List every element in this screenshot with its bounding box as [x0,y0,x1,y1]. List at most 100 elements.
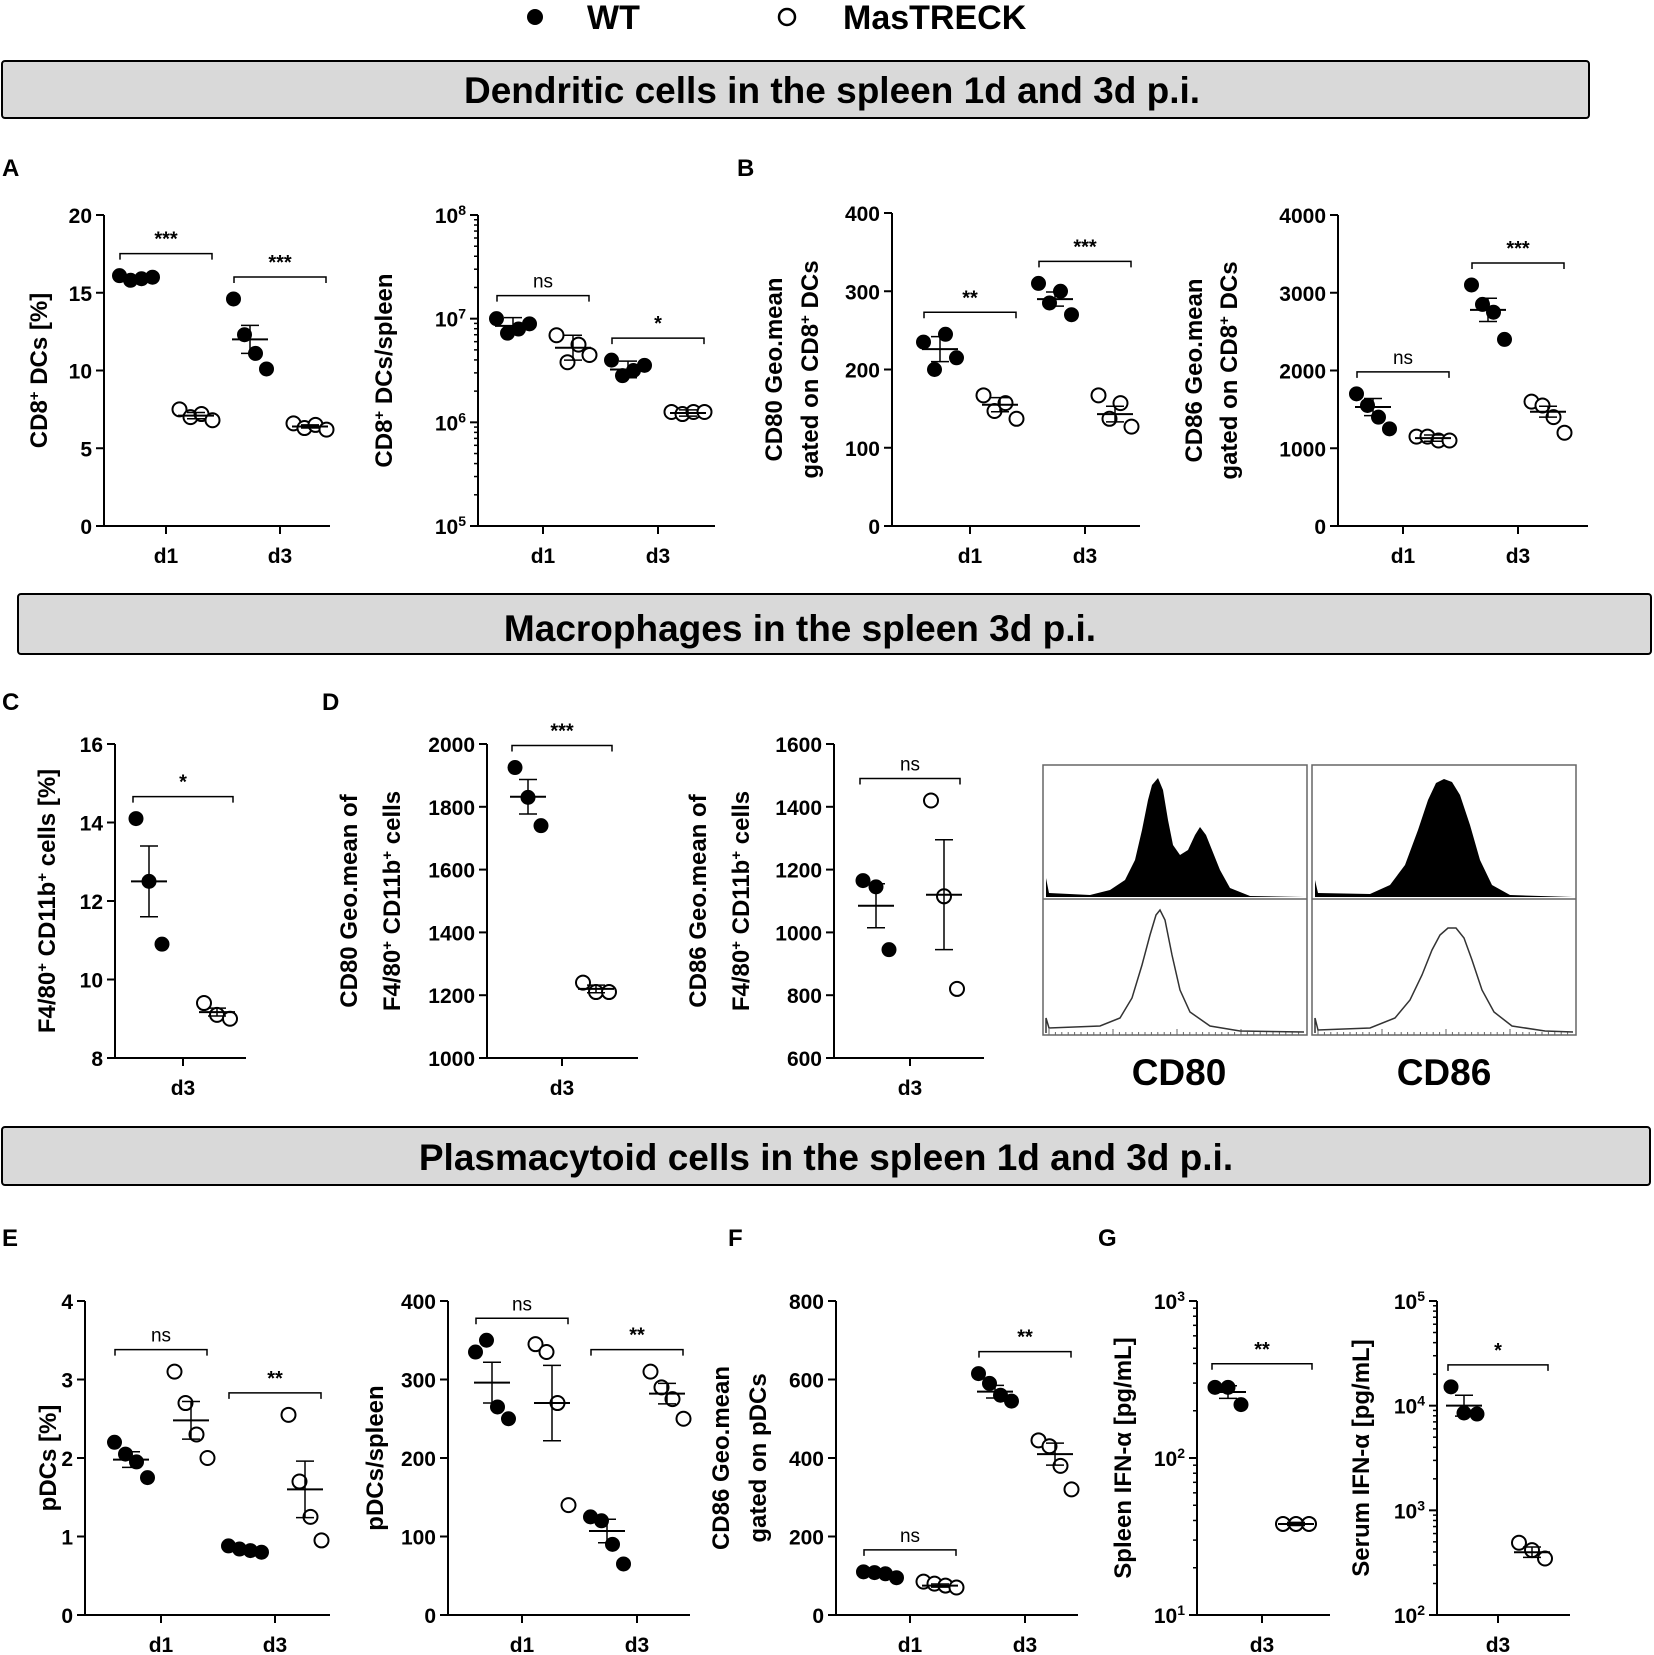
y-tick-label: 16 [80,734,103,757]
panel-letter-e: E [2,1225,18,1252]
histogram-cd86-mastreck-outline [1314,927,1574,1033]
data-point-wt [1349,386,1364,402]
data-point-mastreck [559,354,576,371]
y-tick-label: 8 [91,1048,103,1071]
y-axis-label-line2-part: cells [379,791,406,851]
data-point-wt [1469,1406,1485,1422]
y-tick-label: 103 [1154,1288,1185,1314]
y-axis-label: Serum IFN-α [pg/mL] [1348,1339,1375,1576]
histogram-cd80-mastreck-outline [1045,908,1305,1033]
y-axis-label-part: Serum IFN-α [pg/mL] [1348,1339,1375,1576]
y-tick-label: 10 [80,970,103,993]
data-point-mastreck [642,1363,659,1380]
data-point-mastreck [538,1344,555,1361]
y-tick-label: 1000 [775,922,822,945]
section-banner-macrophages: Macrophages in the spleen 3d p.i. [17,593,1652,655]
y-axis-label-part: CD8 [26,400,53,448]
data-point-wt [533,818,549,834]
y-tick-label: 106 [435,409,466,435]
section-title-dendritic: Dendritic cells in the spleen 1d and 3d … [464,70,1200,111]
y-tick-label: 200 [845,360,880,383]
y-axis-label-part: + [34,963,51,972]
y-tick-label-base: 10 [1394,1396,1417,1419]
data-point-wt [881,942,897,958]
significance-bracket [475,1317,569,1325]
data-point-wt [604,352,619,368]
x-tick-label: d1 [149,1634,174,1655]
y-tick-label: 0 [812,1605,824,1628]
y-axis-label-line1: CD86 Geo.mean of [685,793,712,1007]
data-point-mastreck [527,1336,544,1353]
x-tick-label: d3 [171,1077,196,1100]
data-point-mastreck [302,1508,319,1525]
data-point-mastreck [313,1532,330,1549]
x-tick-label: d1 [898,1634,923,1655]
y-tick-label-exp: 3 [1177,1288,1185,1304]
data-point-mastreck [1052,1457,1069,1474]
data-point-mastreck [696,403,713,420]
y-tick-label: 4 [61,1291,73,1314]
chart-d1: 1000 1200 1400 1600 1800 2000 CD80 Geo.mean of… [336,721,638,1100]
significance-bracket [233,276,327,283]
data-point-wt [1475,296,1490,312]
x-tick-label: d3 [898,1077,923,1100]
data-point-mastreck [280,1406,297,1423]
x-tick-label: d3 [1013,1634,1038,1655]
y-tick-label: 1 [61,1527,73,1550]
data-point-mastreck [975,387,992,404]
histogram-axis-ticks [1048,1029,1569,1035]
y-tick-label: 1800 [428,797,475,820]
significance-label: *** [1073,236,1097,258]
y-tick-label: 10 [69,361,92,384]
y-tick-label: 102 [1154,1445,1185,1471]
histogram-cd80-frame [1042,764,1308,1036]
y-tick-label-exp: 5 [1417,1288,1425,1304]
y-axis-label-part: cells [%] [34,769,61,873]
data-point-mastreck [997,395,1014,412]
x-tick-label: d3 [646,545,671,568]
panel-letter-f: F [728,1225,743,1252]
y-axis-label-part: F4/80 [34,972,61,1033]
x-tick-label: d1 [531,545,556,568]
significance-label: ns [533,272,553,293]
section-title-macrophages: Macrophages in the spleen 3d p.i. [504,608,1096,649]
data-point-wt [129,1454,144,1470]
significance-label: ns [900,1526,920,1547]
y-tick-label-base: 10 [435,205,458,228]
data-point-mastreck [560,1497,577,1514]
y-tick-label-exp: 6 [458,409,466,425]
y-tick-label: 3 [61,1370,73,1393]
significance-label: ns [1393,348,1413,369]
data-point-wt [237,327,252,343]
significance-bracket [1038,260,1132,268]
data-point-mastreck [199,1450,216,1466]
panel-letter-g: G [1098,1225,1117,1252]
y-tick-label-exp: 2 [1177,1445,1185,1461]
significance-label: ** [1017,1327,1033,1349]
data-point-mastreck [196,995,212,1012]
y-tick-label-base: 10 [435,309,458,332]
y-tick-label: 200 [401,1448,436,1471]
legend-wt-marker [527,9,543,25]
y-tick-label: 1400 [775,797,822,820]
y-tick-label: 101 [1154,1602,1185,1628]
y-axis-label-line2-part: DCs [1216,261,1243,316]
y-tick-label-exp: 5 [458,513,466,529]
chart-d2: 600 800 1000 1200 1400 1600 CD86 Geo.mean of F4… [685,734,984,1100]
y-tick-label: 108 [435,202,466,228]
chart-b2: 0 1000 2000 3000 4000 CD86 Geo.mean gated on C… [1181,205,1588,568]
chart-b1: 0 100 200 300 400 CD80 Geo.mean gated on CD8+ … [761,203,1140,568]
y-tick-label: 300 [845,281,880,304]
data-point-wt [1497,331,1512,347]
significance-bracket [590,1348,684,1356]
significance-bracket [119,252,213,260]
significance-bracket [1356,371,1450,378]
y-axis-label-line2: gated on pDCs [745,1373,772,1542]
y-tick-label: 1400 [428,922,475,945]
y-axis-label-line2: F4/80+ CD11b+ cells [728,791,756,1011]
y-axis-label: pDCs [%] [35,1405,62,1512]
histogram-panel: CD80 CD86 [1042,764,1577,1093]
